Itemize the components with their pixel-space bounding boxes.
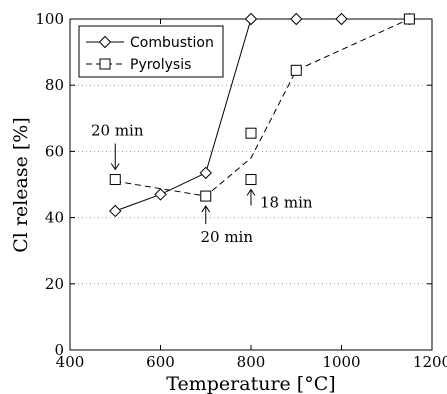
legend-pyrolysis: Pyrolysis (86, 57, 191, 73)
y-tick-label: 20 (45, 275, 64, 293)
y-tick-label: 0 (54, 341, 64, 359)
annotations: 20 min 20 min 18 min (91, 122, 313, 247)
legend-label: Combustion (130, 35, 214, 51)
annotation-arrowhead (201, 205, 211, 213)
legend-combustion: Combustion (86, 35, 214, 51)
pyrolysis-point (109, 174, 121, 186)
grid (70, 84, 432, 285)
annotation-label: 20 min (200, 228, 253, 246)
annotation: 18 min (246, 188, 313, 212)
y-tick-label: 80 (45, 76, 64, 94)
legend: Combustion Pyrolysis (78, 25, 224, 78)
combustion-point (109, 204, 122, 218)
pyrolysis-point (290, 64, 302, 76)
y-tick-label: 40 (45, 209, 64, 227)
x-tick-label: 800 (237, 353, 266, 371)
annotation: 20 min (200, 205, 253, 246)
axis-ticks: 0 20 40 60 80 100 400 600 800 1000 1200 (35, 10, 447, 371)
combustion-point (335, 12, 348, 26)
annotation-label: 20 min (91, 122, 144, 140)
combustion-point (290, 12, 303, 26)
pyrolysis-point (403, 13, 415, 25)
combustion-point (244, 12, 258, 26)
series-layer (109, 12, 416, 218)
combustion-point (199, 166, 212, 180)
series-pyrolysis (109, 13, 415, 202)
x-tick-label: 600 (146, 353, 175, 371)
pyrolysis-point (200, 190, 212, 202)
legend-marker (99, 58, 111, 70)
legend-marker (98, 35, 112, 49)
y-axis-label: Cl release [%] (10, 117, 32, 253)
annotation: 20 min (91, 122, 144, 171)
pyrolysis-point (245, 174, 257, 186)
x-axis-label: Temperature [°C] (166, 373, 335, 394)
annotation-arrowhead (246, 188, 256, 196)
y-tick-label: 60 (45, 142, 64, 160)
y-tick-label: 100 (35, 10, 64, 28)
annotation-label: 18 min (260, 194, 313, 212)
pyrolysis-line (115, 18, 410, 197)
legend-label: Pyrolysis (130, 57, 191, 73)
x-tick-label: 1000 (322, 353, 360, 371)
x-tick-label: 1200 (413, 353, 447, 371)
combustion-point (154, 188, 167, 201)
annotation-arrowhead (110, 163, 120, 171)
pyrolysis-point (245, 127, 257, 139)
x-tick-label: 400 (56, 353, 85, 371)
